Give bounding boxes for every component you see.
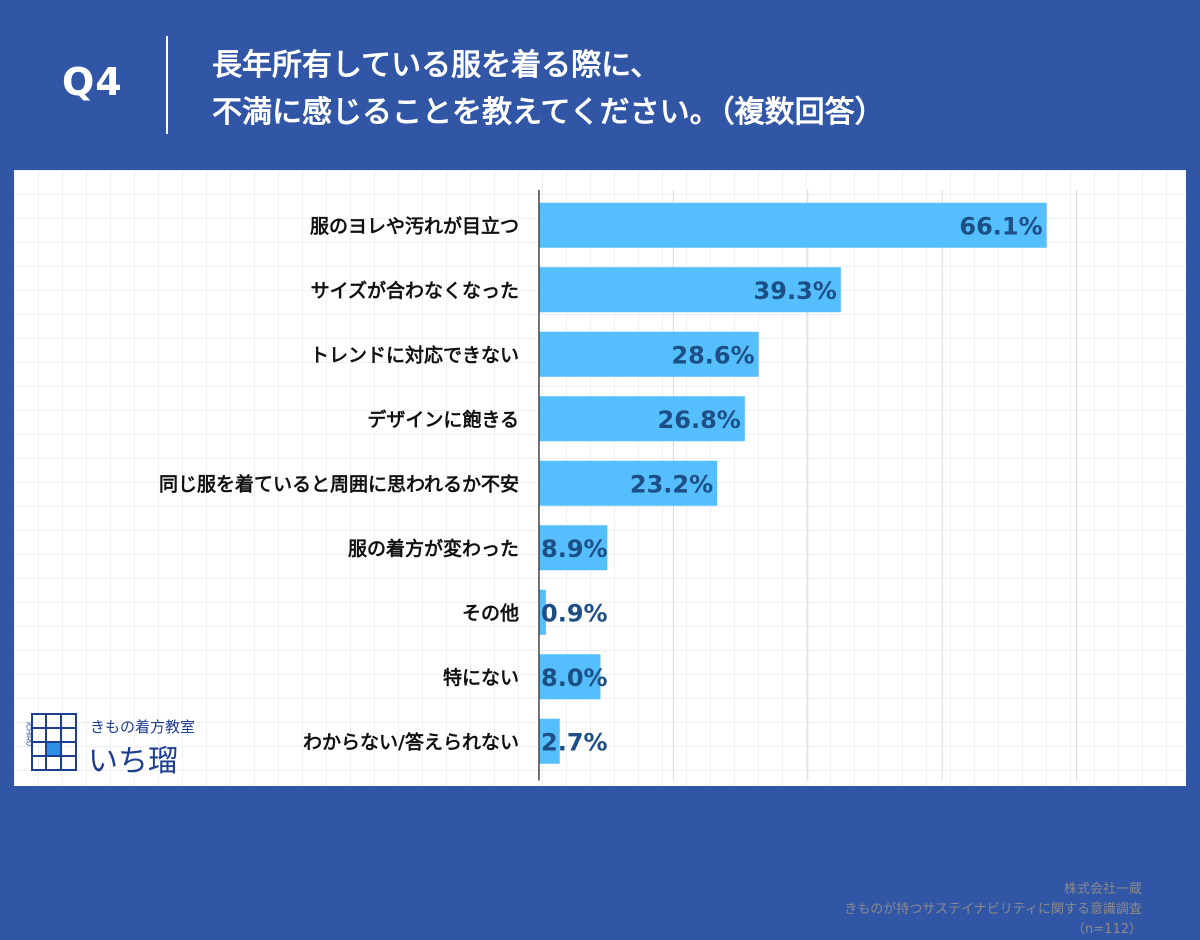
question-number: Q4 <box>62 60 123 104</box>
value-label-9: 2.7% <box>541 728 608 756</box>
logo-small-text: きもの着方教室 <box>90 718 196 736</box>
value-label-2: 39.3% <box>754 277 837 305</box>
question-line-1: 長年所有している服を着る際に、 <box>212 48 661 83</box>
category-label-4: デザインに飽きる <box>367 408 519 431</box>
value-label-7: 0.9% <box>541 599 608 627</box>
logo-vertical-text: ICHIRU <box>25 722 32 746</box>
logo-mark-icon: ICHIRU <box>25 713 77 771</box>
source-company: 株式会社一蔵 <box>1063 882 1142 897</box>
bar-7 <box>539 589 546 635</box>
value-label-4: 26.8% <box>658 406 741 434</box>
header-divider <box>166 36 168 134</box>
value-label-5: 23.2% <box>630 470 713 498</box>
bar-3 <box>539 331 759 377</box>
bar-5 <box>539 460 718 506</box>
value-label-6: 8.9% <box>541 535 608 563</box>
header: Q4 長年所有している服を着る際に、 不満に感じることを教えてください。（複数回… <box>0 0 1200 170</box>
question-text: 長年所有している服を着る際に、 不満に感じることを教えてください。（複数回答） <box>212 42 885 136</box>
bar-6 <box>539 525 608 571</box>
question-line-2: 不満に感じることを教えてください。（複数回答） <box>212 95 885 130</box>
bar-9 <box>539 718 560 764</box>
logo-name: いち瑠 <box>88 744 178 779</box>
category-label-6: 服の着方が変わった <box>348 537 519 560</box>
bar-chart: 服のヨレや汚れが目立つ 66.1% サイズが合わなくなった 39.3% トレンドに対応で… <box>159 190 1078 781</box>
bar-2 <box>539 267 841 313</box>
bar-8 <box>539 654 601 700</box>
chart-panel: 服のヨレや汚れが目立つ 66.1% サイズが合わなくなった 39.3% トレンドに対応で… <box>14 170 1186 937</box>
value-label-3: 28.6% <box>671 341 754 369</box>
category-label-2: サイズが合わなくなった <box>311 279 519 302</box>
category-label-3: トレンドに対応できない <box>310 343 519 366</box>
bar-1 <box>539 202 1047 248</box>
logo: ICHIRU きもの着方教室 いち瑠 <box>24 712 214 779</box>
category-label-1: 服のヨレや汚れが目立つ <box>310 214 519 237</box>
source-sample: （n=112） <box>1072 922 1142 937</box>
value-label-8: 8.0% <box>541 664 608 692</box>
value-label-1: 66.1% <box>959 212 1042 240</box>
bar-4 <box>539 396 745 442</box>
source-survey: きものが持つサステイナビリティに関する意識調査 <box>844 902 1142 917</box>
category-label-9: わからない/答えられない <box>303 730 519 753</box>
category-label-8: 特にない <box>443 667 519 689</box>
category-label-7: その他 <box>462 601 519 624</box>
category-label-5: 同じ服を着ていると周囲に思われるか不安 <box>159 472 519 495</box>
source-note: 株式会社一蔵 きものが持つサステイナビリティに関する意識調査 （n=112） <box>844 880 1142 940</box>
